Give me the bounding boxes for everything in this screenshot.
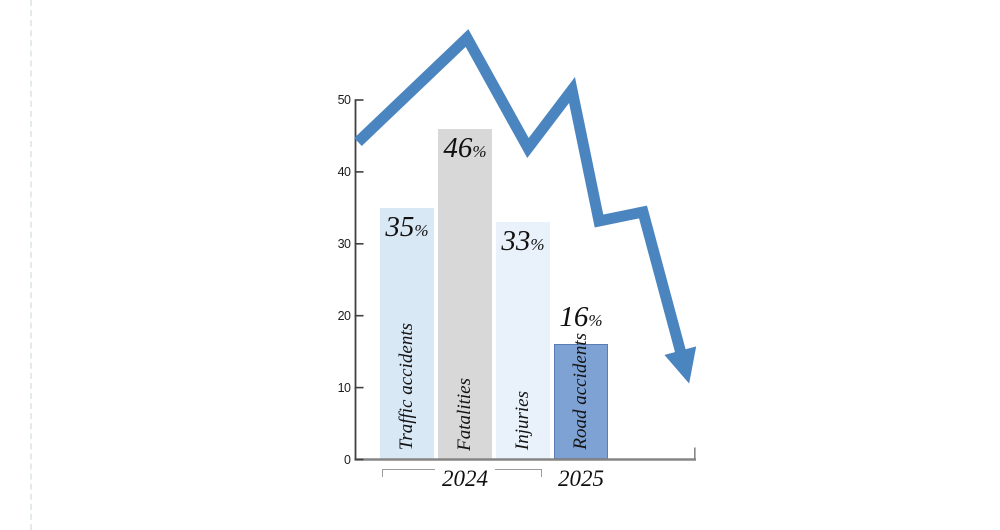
y-tick-label: 20 <box>337 308 351 323</box>
value-number: 46 <box>443 131 473 164</box>
year-label-2024: 2024 <box>435 466 495 492</box>
bar-value-label: 33% <box>501 226 544 261</box>
bar-category-label: Injuries <box>512 391 533 451</box>
y-tick-label: 40 <box>337 164 351 179</box>
bar-road-accidents: Road accidents <box>554 333 608 460</box>
bar-value-label: 16% <box>559 302 602 337</box>
value-number: 16 <box>559 301 589 334</box>
value-percent-sign: % <box>530 235 545 255</box>
value-number: 35 <box>385 210 415 243</box>
year-label-2025: 2025 <box>551 466 611 492</box>
y-tick-label: 50 <box>337 93 351 107</box>
y-tick-label: 0 <box>344 452 351 467</box>
value-percent-sign: % <box>414 220 429 240</box>
bar-category-label: Fatalities <box>454 377 475 451</box>
y-tick-label: 10 <box>337 380 351 395</box>
page-edge-dashed-line <box>30 0 32 530</box>
value-number: 33 <box>501 225 531 258</box>
y-tick-label: 30 <box>337 236 351 251</box>
value-percent-sign: % <box>588 311 603 331</box>
bar-value-label: 35% <box>385 212 428 247</box>
value-percent-sign: % <box>472 141 487 161</box>
bar-value-label: 46% <box>443 133 486 168</box>
bar-category-label: Road accidents <box>570 332 591 450</box>
bar-category-label: Traffic accidents <box>396 323 417 451</box>
bar-fatalities: Fatalities <box>438 128 492 460</box>
